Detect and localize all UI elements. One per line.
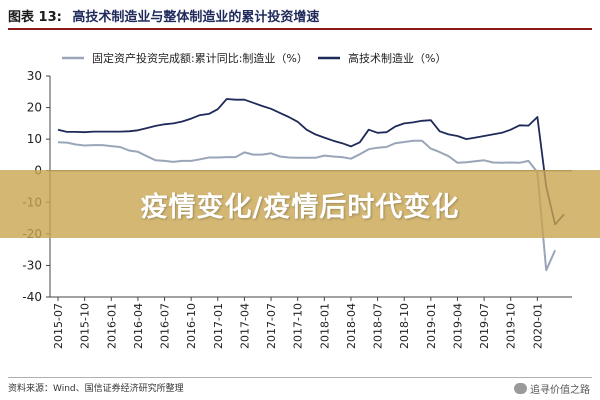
- x-tick-label: 2018-04: [345, 303, 358, 349]
- x-tick-label: 2015-10: [79, 303, 92, 349]
- wechat-icon: [514, 383, 527, 394]
- figure-title-text: 高技术制造业与整体制造业的累计投资增速: [72, 10, 320, 25]
- x-tick-label: 2016-07: [159, 303, 172, 349]
- source-rule: [8, 377, 592, 378]
- x-tick-label: 2017-01: [212, 303, 225, 349]
- x-tick-label: 2018-10: [398, 303, 411, 349]
- x-tick-label: 2016-01: [105, 303, 118, 349]
- y-tick-label: 20: [27, 101, 42, 115]
- overlay-banner: 疫情变化/疫情后时代变化: [0, 170, 600, 238]
- y-tick-label: -40: [22, 290, 42, 304]
- source-note: 资料来源：Wind、国信证券经济研究所整理: [8, 384, 184, 394]
- watermark: 追寻价值之路: [514, 381, 590, 396]
- x-tick-label: 2020-01: [531, 303, 544, 349]
- x-tick-label: 2015-07: [52, 303, 65, 349]
- figure-number: 图表 13:: [8, 10, 62, 25]
- series-line-hightech: [57, 98, 565, 226]
- x-tick-label: 2017-07: [265, 303, 278, 349]
- watermark-text: 追寻价值之路: [530, 385, 590, 396]
- series-line-fixed-asset: [57, 139, 557, 272]
- y-tick-label: 10: [27, 132, 42, 146]
- overlay-text: 疫情变化/疫情后时代变化: [140, 191, 460, 223]
- legend-label: 固定资产投资完成额:累计同比:制造业（%）: [92, 51, 308, 65]
- x-tick-label: 2019-04: [451, 303, 464, 349]
- x-tick-label: 2018-01: [318, 303, 331, 349]
- y-tick-label: -30: [22, 258, 42, 272]
- figure-title: 图表 13: 高技术制造业与整体制造业的累计投资增速: [8, 6, 319, 26]
- legend-label: 高技术制造业（%）: [348, 51, 446, 65]
- x-tick-label: 2019-01: [425, 303, 438, 349]
- x-tick-label: 2018-07: [372, 303, 385, 349]
- x-tick-label: 2019-10: [505, 303, 518, 349]
- x-tick-label: 2017-10: [292, 303, 305, 349]
- x-tick-label: 2019-07: [478, 303, 491, 349]
- x-tick-label: 2016-10: [185, 303, 198, 349]
- title-rule: [8, 28, 592, 30]
- x-tick-label: 2017-04: [238, 303, 251, 349]
- y-tick-label: 30: [27, 69, 42, 83]
- x-tick-label: 2016-04: [132, 303, 145, 349]
